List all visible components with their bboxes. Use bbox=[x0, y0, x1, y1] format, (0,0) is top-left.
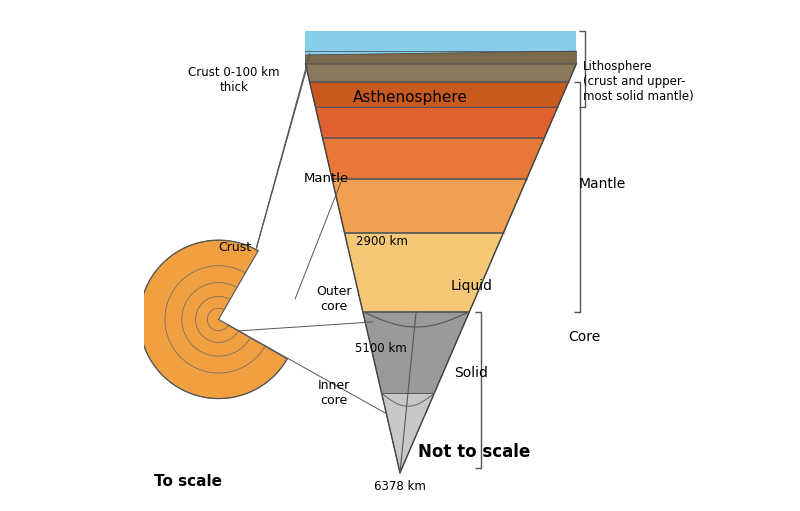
Polygon shape bbox=[332, 179, 526, 233]
Text: Not to scale: Not to scale bbox=[418, 443, 530, 461]
Polygon shape bbox=[218, 310, 230, 325]
Circle shape bbox=[207, 308, 230, 331]
Polygon shape bbox=[322, 138, 544, 179]
Text: 2900 km: 2900 km bbox=[356, 235, 408, 248]
Polygon shape bbox=[306, 31, 576, 64]
Text: Solid: Solid bbox=[454, 366, 489, 380]
Polygon shape bbox=[315, 107, 558, 138]
Polygon shape bbox=[310, 82, 569, 107]
Polygon shape bbox=[382, 393, 434, 473]
Polygon shape bbox=[246, 251, 298, 359]
Circle shape bbox=[139, 240, 298, 399]
Circle shape bbox=[165, 266, 272, 373]
Text: Mantle: Mantle bbox=[579, 177, 626, 191]
Text: Inner
core: Inner core bbox=[318, 380, 350, 407]
Polygon shape bbox=[224, 299, 242, 331]
Circle shape bbox=[182, 283, 255, 356]
Text: To scale: To scale bbox=[154, 474, 222, 489]
Text: Liquid: Liquid bbox=[450, 279, 493, 293]
Text: Lithosphere
(crust and upper-
most solid mantle): Lithosphere (crust and upper- most solid… bbox=[583, 60, 694, 103]
Polygon shape bbox=[306, 64, 576, 82]
Polygon shape bbox=[230, 288, 255, 338]
Polygon shape bbox=[345, 233, 503, 312]
Wedge shape bbox=[218, 248, 300, 360]
Circle shape bbox=[195, 296, 242, 342]
Text: Asthenosphere: Asthenosphere bbox=[353, 89, 468, 105]
Polygon shape bbox=[306, 51, 576, 64]
Polygon shape bbox=[362, 312, 470, 393]
Polygon shape bbox=[237, 273, 272, 346]
Text: Crust 0-100 km
thick: Crust 0-100 km thick bbox=[188, 66, 280, 95]
Text: 5100 km: 5100 km bbox=[354, 342, 406, 355]
Text: Crust: Crust bbox=[218, 241, 252, 254]
Text: Core: Core bbox=[569, 330, 601, 344]
Text: Outer
core: Outer core bbox=[316, 285, 351, 313]
Wedge shape bbox=[218, 247, 302, 361]
Text: Mantle: Mantle bbox=[303, 172, 349, 185]
Text: 6378 km: 6378 km bbox=[374, 480, 426, 493]
